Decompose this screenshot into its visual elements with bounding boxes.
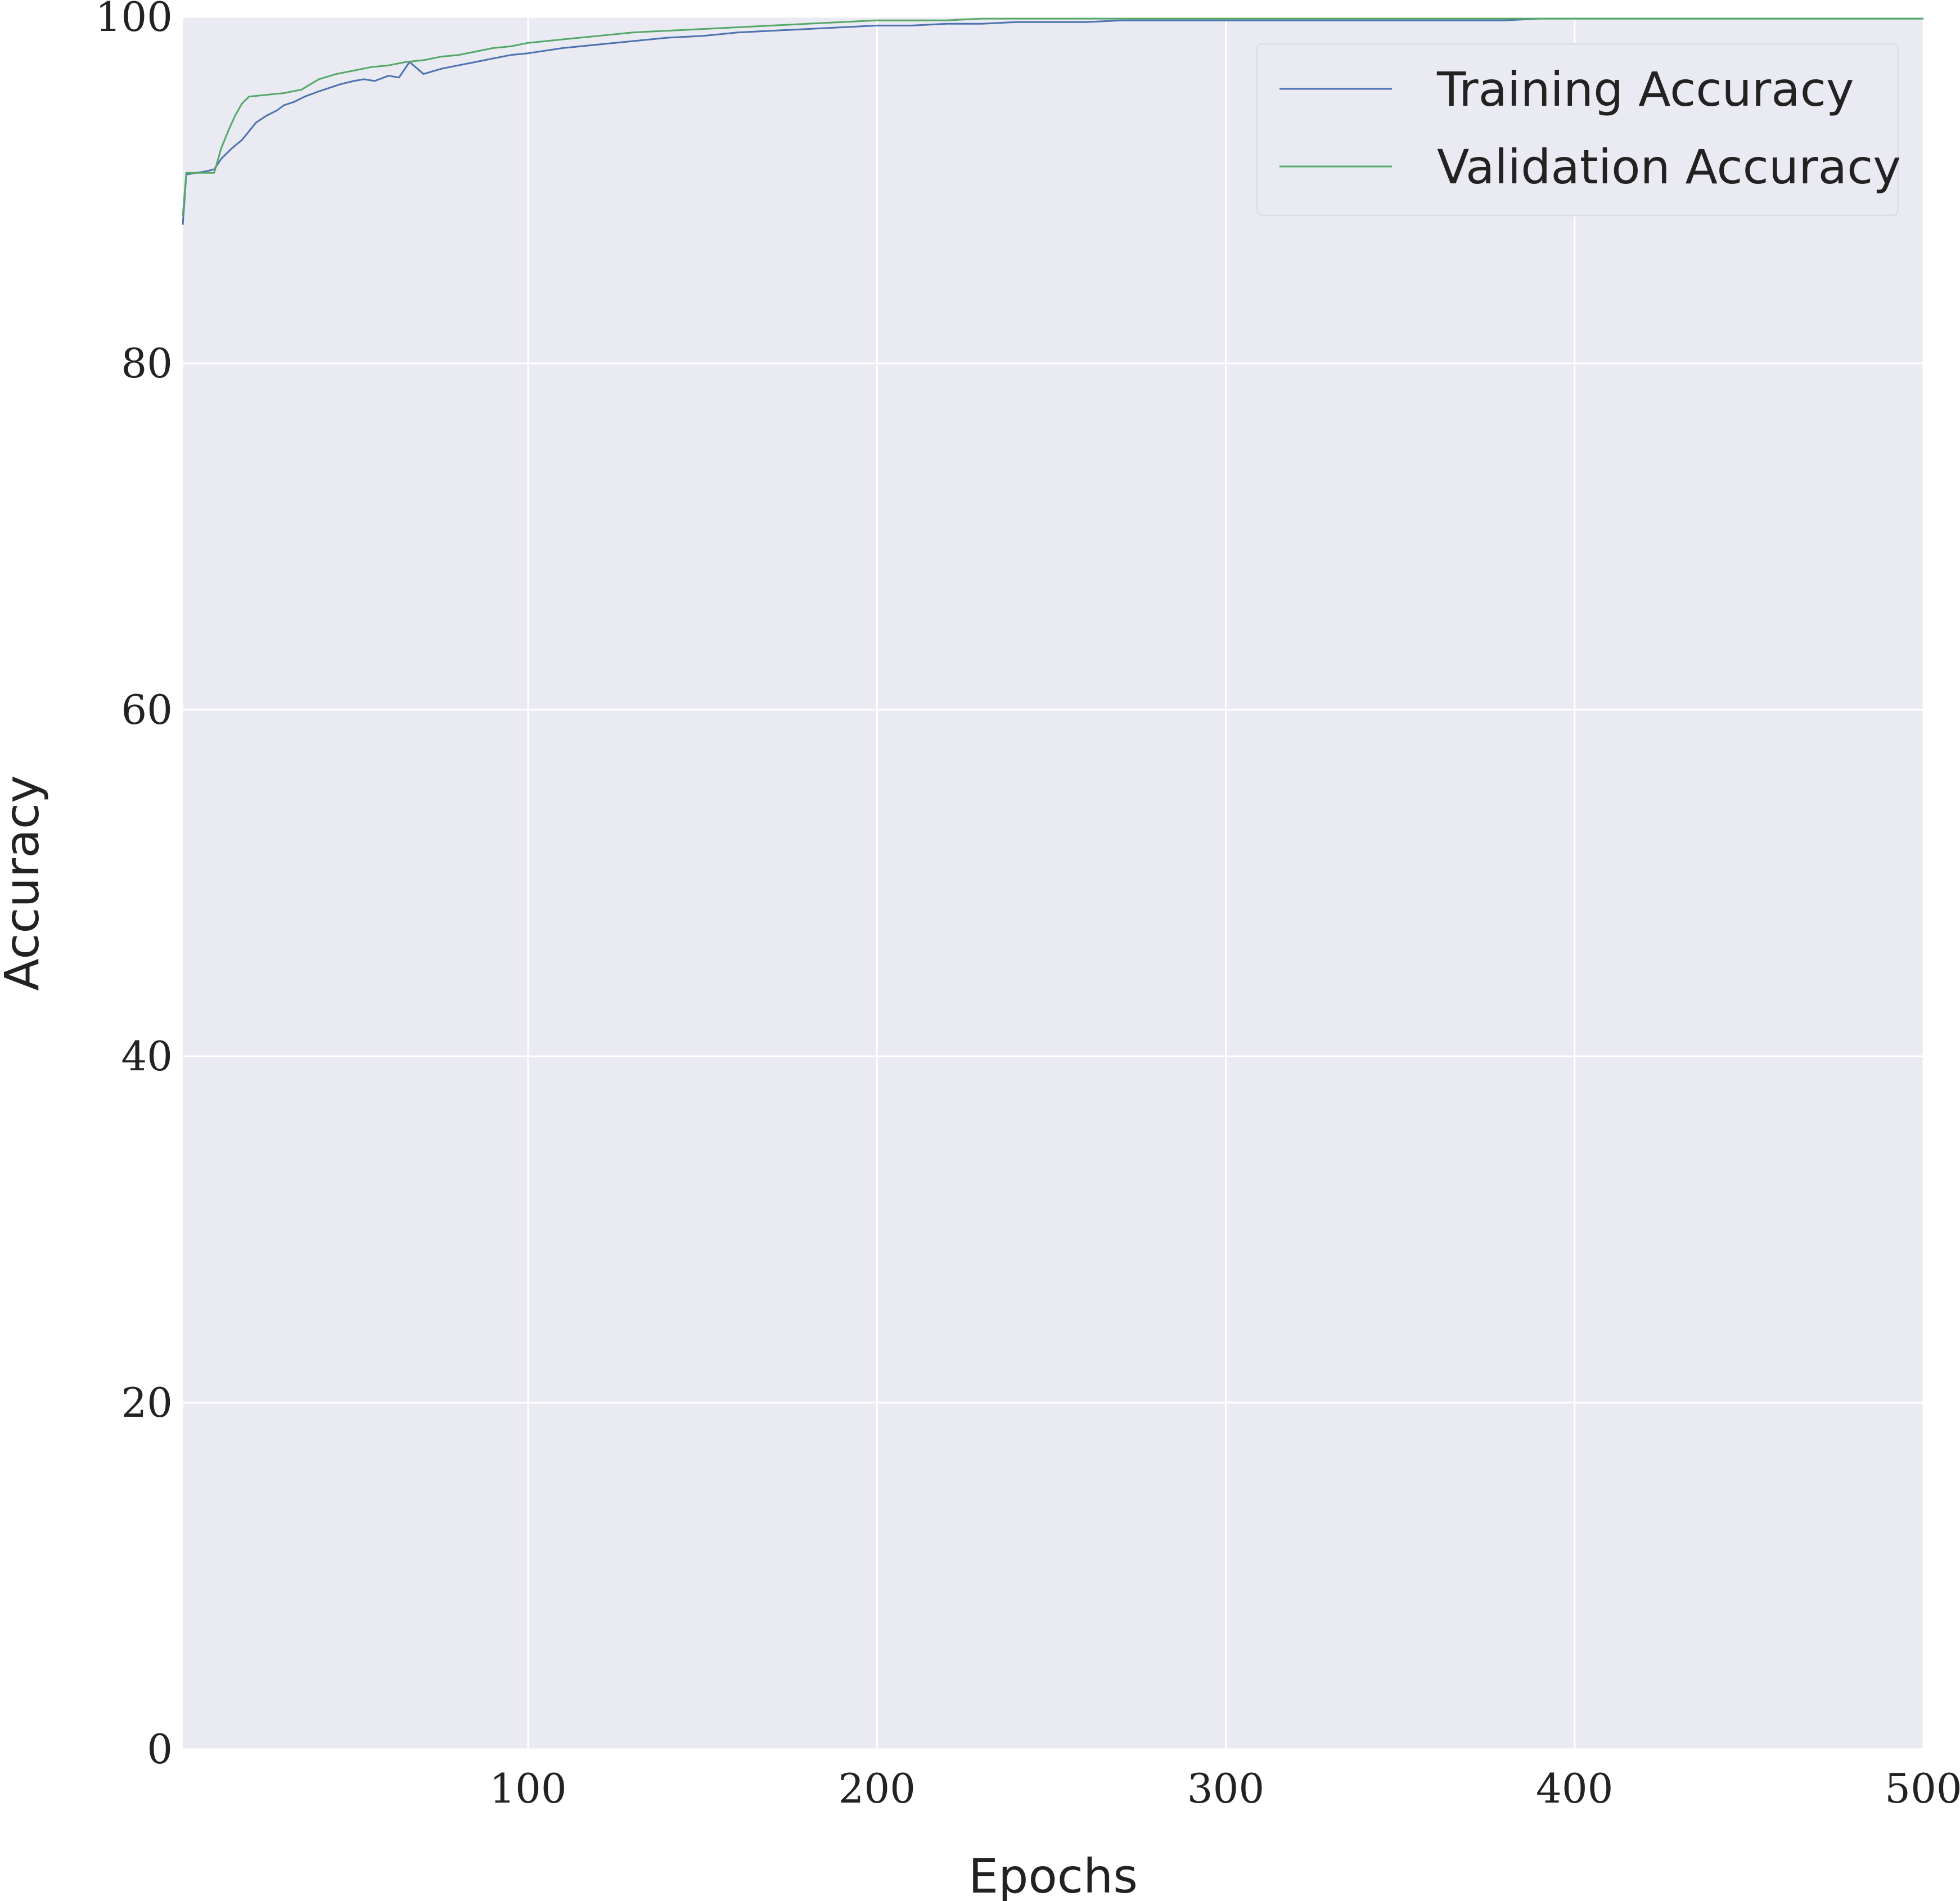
y-tick-label: 20	[121, 1379, 173, 1426]
x-tick-label: 300	[1187, 1765, 1264, 1812]
legend-label-validation: Validation Accuracy	[1437, 139, 1901, 195]
series-line-training	[182, 17, 1923, 225]
x-tick-label: 400	[1536, 1765, 1613, 1812]
y-tick-label: 80	[121, 340, 173, 387]
grid-lines	[183, 16, 1925, 1750]
legend-label-training: Training Accuracy	[1436, 62, 1854, 117]
y-tick-label: 40	[121, 1033, 173, 1080]
tick-labels: 100 200 300 400 500 0 20 40 60 80 100	[96, 0, 1960, 1812]
series-line-validation	[182, 17, 1923, 217]
y-tick-label: 60	[121, 686, 173, 733]
legend-box	[1256, 43, 1899, 217]
y-tick-label: 0	[147, 1726, 173, 1773]
series-lines	[182, 17, 1923, 225]
plot-area	[183, 17, 1923, 1749]
y-axis-label: Accuracy	[0, 775, 49, 991]
x-tick-label: 100	[489, 1765, 566, 1812]
y-tick-label: 100	[96, 0, 173, 40]
legend: Training Accuracy Validation Accuracy	[1256, 43, 1901, 217]
x-tick-label: 500	[1885, 1765, 1960, 1812]
x-axis-label: Epochs	[968, 1849, 1138, 1901]
x-tick-label: 200	[839, 1765, 916, 1812]
